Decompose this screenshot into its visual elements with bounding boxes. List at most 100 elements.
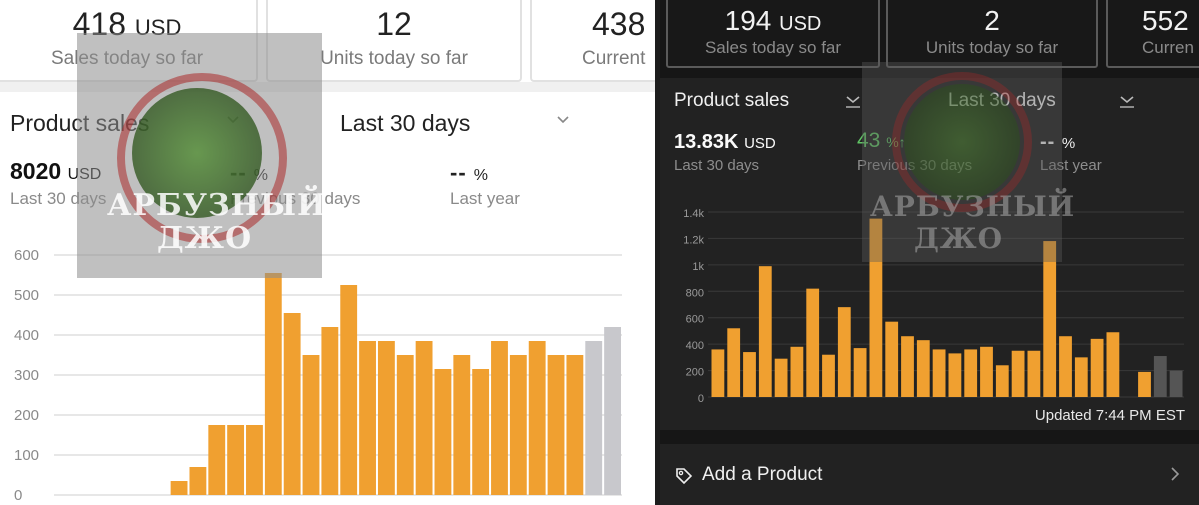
tag-icon	[676, 468, 693, 485]
bar	[453, 355, 471, 495]
bar	[758, 266, 772, 397]
bar	[1059, 336, 1072, 397]
bar	[1169, 370, 1183, 397]
y-tick-label: 1.2k	[683, 234, 704, 246]
bar	[948, 353, 962, 397]
units-today-card[interactable]: 2 Units today so far	[886, 0, 1098, 68]
bar	[1074, 357, 1088, 397]
previous-period-value: -- %	[230, 160, 270, 185]
sales-today-card[interactable]: 418 USD Sales today so far	[0, 0, 258, 82]
units-today-value: 2	[984, 5, 1000, 36]
dark-dashboard-panel: 194 USD Sales today so far 2 Units today…	[660, 0, 1199, 505]
updated-timestamp: Updated 7:44 PM EST	[1034, 407, 1185, 424]
current-value: 438	[592, 6, 646, 42]
left-sales-chart: 0 100 200 300 400 500 600	[14, 247, 622, 504]
sales-today-label: Sales today so far	[50, 48, 204, 69]
current-value: 552	[1142, 5, 1189, 36]
bar	[995, 365, 1009, 397]
metric-dropdown[interactable]: Product sales	[674, 90, 790, 111]
bar	[377, 341, 395, 495]
bar	[246, 425, 263, 495]
bar	[964, 349, 978, 397]
bar	[302, 355, 320, 495]
period-dropdown[interactable]: Last 30 days	[948, 90, 1056, 111]
units-today-label: Units today so far	[320, 48, 468, 69]
units-today-label: Units today so far	[925, 38, 1059, 57]
bar	[415, 341, 433, 495]
bar	[1090, 338, 1104, 397]
bar	[1153, 356, 1167, 397]
bar	[566, 355, 584, 495]
bar	[1106, 332, 1120, 397]
last-year-value: -- %	[1040, 131, 1077, 153]
bar	[283, 313, 301, 495]
right-sales-chart: 0 200 400 600 800 1k 1.2k 1.4k	[683, 208, 1184, 405]
section-divider	[0, 82, 655, 92]
current-card[interactable]: 552 Curren	[1106, 0, 1199, 68]
y-tick-label: 200	[686, 367, 704, 379]
bar	[743, 352, 756, 397]
bar	[853, 348, 867, 397]
bar	[359, 341, 376, 495]
bar	[434, 369, 452, 495]
bar	[472, 369, 490, 495]
y-tick-label: 1.4k	[683, 208, 704, 220]
bar	[264, 273, 282, 495]
bar	[208, 425, 226, 495]
y-tick-label: 1k	[692, 261, 704, 273]
total-sales-value: 13.83K USD	[674, 131, 776, 153]
bar	[837, 307, 851, 397]
bar	[1043, 241, 1057, 397]
bar	[604, 327, 621, 495]
bar	[901, 336, 914, 397]
y-tick-label: 800	[686, 287, 704, 299]
sales-today-value: 418 USD	[72, 6, 182, 42]
previous-period-value: 43 %↑	[857, 129, 906, 152]
bar	[547, 355, 565, 495]
bar	[528, 341, 546, 495]
chevron-down-icon[interactable]	[842, 90, 864, 110]
previous-period-label: Previous 30 days	[230, 189, 361, 208]
previous-period-label: Previous 30 days	[857, 157, 973, 174]
bar	[869, 218, 883, 397]
sales-today-card[interactable]: 194 USD Sales today so far	[666, 0, 880, 68]
bar	[491, 341, 508, 495]
y-tick-label: 200	[14, 407, 39, 424]
last-year-value: -- %	[450, 160, 490, 185]
bar	[727, 328, 741, 397]
y-tick-label: 600	[14, 247, 39, 264]
bar	[774, 358, 788, 397]
y-tick-label: 400	[14, 327, 39, 344]
units-today-card[interactable]: 12 Units today so far	[266, 0, 522, 82]
chevron-down-icon[interactable]	[556, 113, 570, 127]
current-label: Current	[582, 48, 646, 69]
chevron-down-icon[interactable]	[1116, 90, 1138, 110]
bar	[1027, 350, 1041, 397]
bar	[509, 355, 527, 495]
bar	[1138, 371, 1151, 397]
bar	[822, 354, 835, 397]
bar	[711, 349, 725, 397]
bar	[189, 467, 207, 495]
y-tick-label: 100	[14, 447, 39, 464]
last-year-label: Last year	[450, 189, 520, 208]
last-year-label: Last year	[1040, 157, 1102, 174]
bar	[885, 321, 899, 397]
bar	[806, 288, 820, 397]
units-today-value: 12	[376, 6, 412, 42]
add-product-label: Add a Product	[702, 464, 823, 485]
section-divider	[660, 430, 1199, 444]
sales-today-label: Sales today so far	[704, 38, 842, 57]
bar	[170, 481, 188, 495]
light-dashboard-panel: 418 USD Sales today so far 12 Units toda…	[0, 0, 655, 505]
add-product-row[interactable]: Add a Product	[660, 444, 1199, 505]
y-tick-label: 400	[686, 340, 704, 352]
y-tick-label: 600	[686, 314, 704, 326]
current-card[interactable]: 438 Current	[530, 0, 655, 82]
chevron-down-icon[interactable]	[226, 113, 240, 127]
total-sales-label: Last 30 days	[10, 189, 107, 208]
bar	[396, 355, 414, 495]
bar	[227, 425, 245, 495]
period-dropdown[interactable]: Last 30 days	[340, 110, 471, 136]
metric-dropdown[interactable]: Product sales	[10, 110, 150, 136]
